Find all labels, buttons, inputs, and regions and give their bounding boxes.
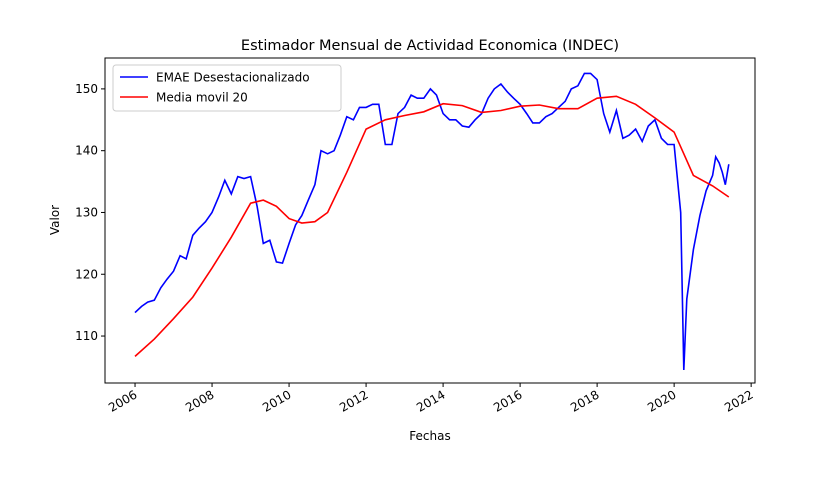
y-tick-label: 110 <box>75 329 98 343</box>
y-tick-label: 150 <box>75 82 98 96</box>
data-line <box>134 72 730 371</box>
y-tick-label: 140 <box>75 144 98 158</box>
x-axis-label: Fechas <box>409 429 450 443</box>
legend-label: EMAE Desestacionalizado <box>156 71 310 85</box>
y-axis-label: Valor <box>48 205 62 235</box>
data-line <box>134 95 730 357</box>
legend-label: Media movil 20 <box>156 91 248 105</box>
y-tick-label: 130 <box>75 205 98 219</box>
plot-frame <box>104 57 756 384</box>
chart-title: Estimador Mensual de Actividad Economica… <box>241 38 619 54</box>
y-tick-label: 120 <box>75 267 98 281</box>
legend-box <box>112 64 342 112</box>
